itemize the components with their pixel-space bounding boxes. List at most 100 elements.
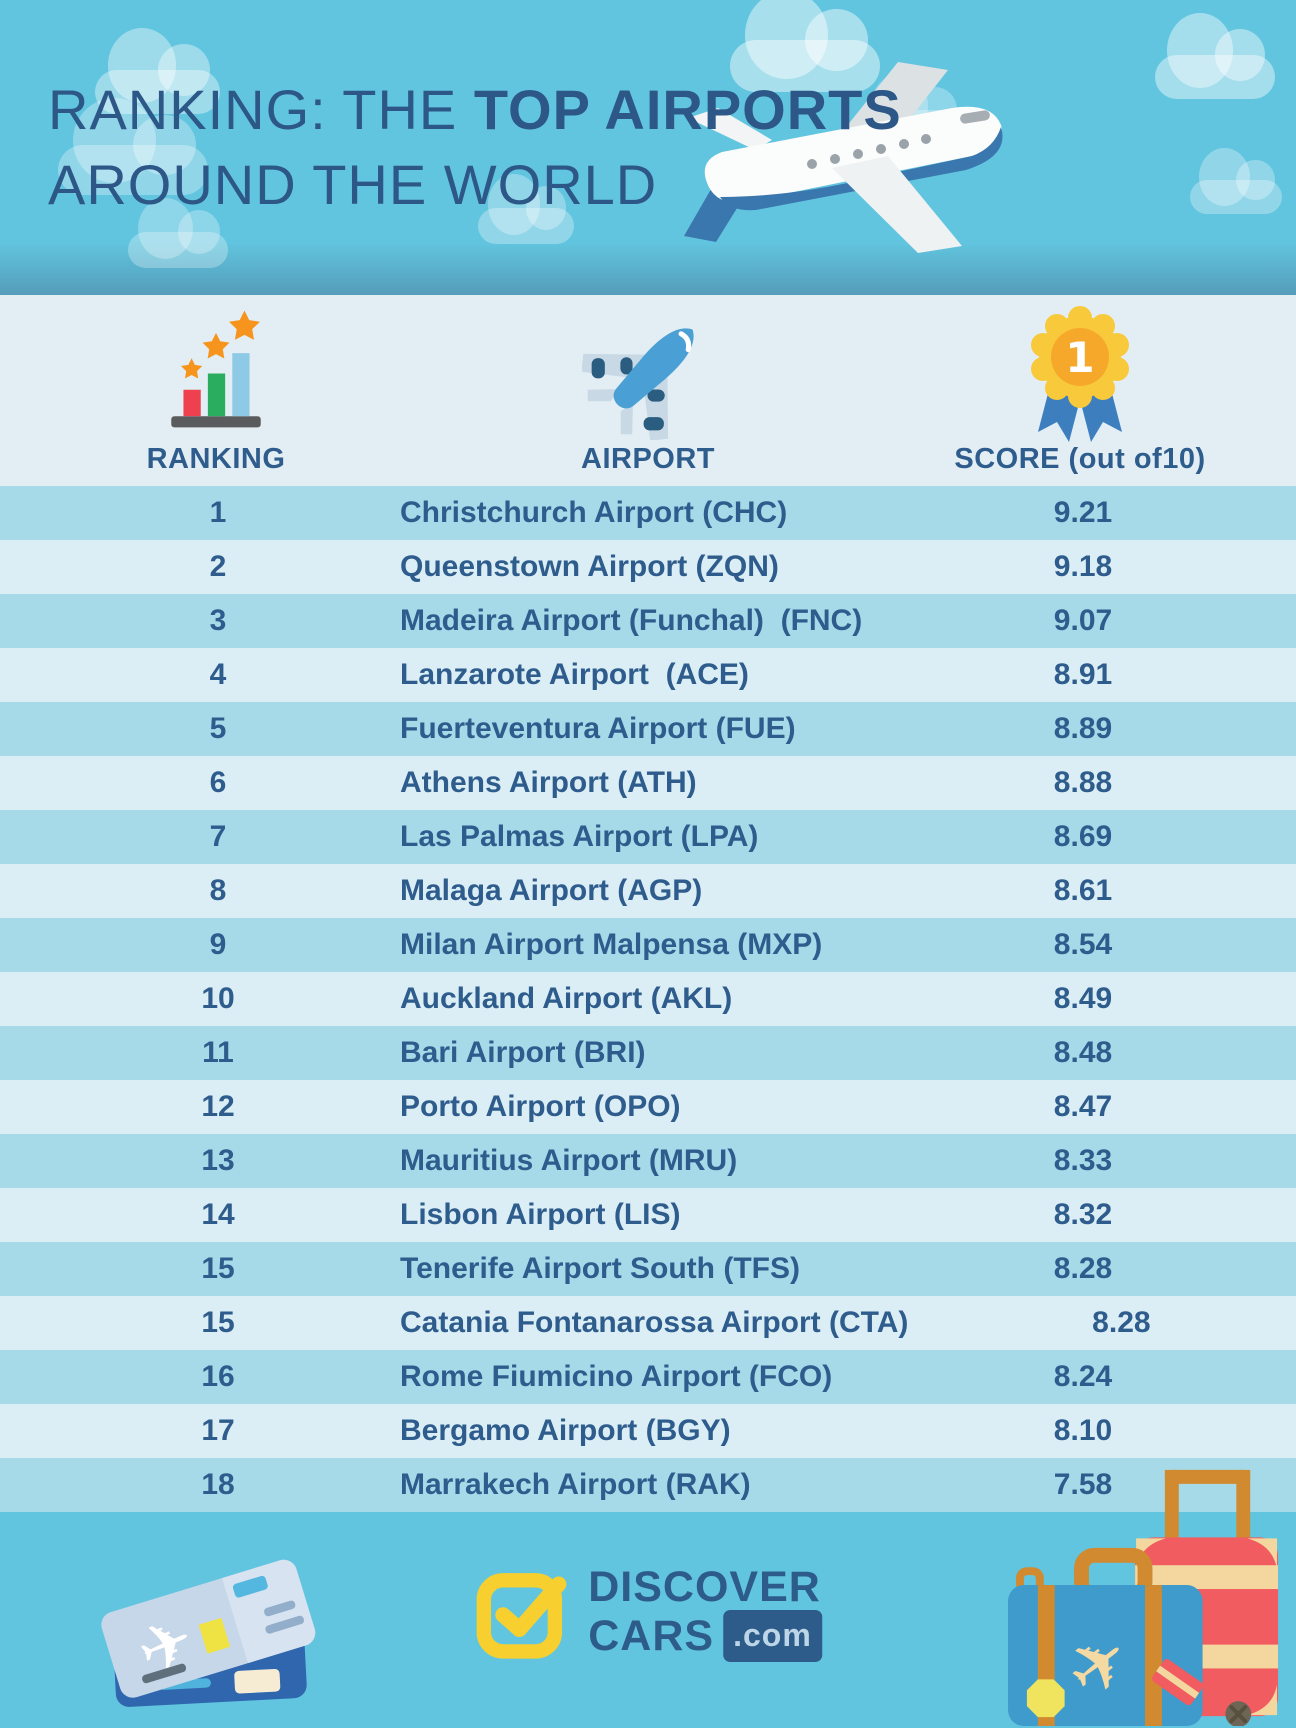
airport-cell: Tenerife Airport South (TFS) [400, 1252, 800, 1285]
score-cell: 8.91 [1053, 658, 1113, 691]
score-cell: 9.07 [1053, 604, 1113, 637]
score-cell: 8.61 [1053, 874, 1113, 907]
airport-cell: Las Palmas Airport (LPA) [400, 820, 759, 853]
rank-cell: 16 [201, 1360, 235, 1393]
checkmark-icon [476, 1573, 567, 1659]
table-column-headers: RANKING [0, 295, 1296, 486]
hero-header: RANKING: THE TOP AIRPORTS AROUND THE WOR… [0, 0, 1296, 295]
luggage-illustration: ✈ [1008, 1469, 1279, 1726]
table-row: 4 Lanzarote Airport (ACE) 8.91 [0, 648, 1296, 702]
rank-cell: 4 [209, 658, 227, 691]
airport-cell: Rome Fiumicino Airport (FCO) [400, 1360, 833, 1393]
column-header-score: 1 SCORE (out of10) [864, 305, 1296, 486]
rank-cell: 14 [201, 1198, 235, 1231]
table-row: 14 Lisbon Airport (LIS) 8.32 [0, 1188, 1296, 1242]
airport-cell: Athens Airport (ATH) [400, 766, 697, 799]
rank-cell: 1 [209, 496, 227, 529]
table-row: 5 Fuerteventura Airport (FUE) 8.89 [0, 702, 1296, 756]
brand-cars: CARS [588, 1612, 715, 1660]
score-cell: 8.88 [1053, 766, 1113, 799]
airport-cell: Bergamo Airport (BGY) [400, 1414, 731, 1447]
first-place-medal-icon: 1 [1019, 305, 1141, 443]
column-label-score: SCORE (out of10) [954, 443, 1206, 475]
rank-cell: 9 [209, 928, 227, 961]
airport-cell: Lisbon Airport (LIS) [400, 1198, 681, 1231]
cloud [730, 0, 880, 92]
table-row: 16 Rome Fiumicino Airport (FCO) 8.24 [0, 1350, 1296, 1404]
rank-cell: 11 [202, 1036, 234, 1069]
plane-tickets-illustration: ✈ [101, 1559, 316, 1707]
rank-cell: 12 [201, 1090, 235, 1123]
rank-cell: 10 [201, 982, 235, 1015]
cloud [58, 97, 208, 195]
score-cell: 8.24 [1053, 1360, 1113, 1393]
rank-cell: 13 [201, 1144, 235, 1177]
cloud [95, 28, 220, 114]
medal-number: 1 [1065, 333, 1094, 382]
table-row: 8 Malaga Airport (AGP) 8.61 [0, 864, 1296, 918]
rank-cell: 18 [201, 1468, 235, 1501]
airport-cell: Bari Airport (BRI) [400, 1036, 646, 1069]
page-title: RANKING: THE TOP AIRPORTS AROUND THE WOR… [48, 72, 902, 222]
rank-cell: 17 [201, 1414, 235, 1447]
score-cell: 8.49 [1053, 982, 1113, 1015]
brand-discover: DISCOVER [588, 1563, 821, 1611]
rank-cell: 6 [209, 766, 227, 799]
airport-cell: Catania Fontanarossa Airport (CTA) [400, 1306, 909, 1339]
table-row: 11 Bari Airport (BRI) 8.48 [0, 1026, 1296, 1080]
table-row: 13 Mauritius Airport (MRU) 8.33 [0, 1134, 1296, 1188]
airport-cell: Porto Airport (OPO) [400, 1090, 681, 1123]
table-row: 15 Tenerife Airport South (TFS) 8.28 [0, 1242, 1296, 1296]
table-row: 15 Catania Fontanarossa Airport (CTA) 8.28 [0, 1296, 1296, 1350]
title-regular: RANKING: THE [48, 78, 474, 141]
table-row: 1 Christchurch Airport (CHC) 9.21 [0, 486, 1296, 540]
rank-cell: 15 [201, 1306, 235, 1339]
rank-cell: 7 [209, 820, 227, 853]
score-cell: 8.48 [1053, 1036, 1113, 1069]
score-cell: 8.10 [1053, 1414, 1113, 1447]
table-row: 18 Marrakech Airport (RAK) 7.58 [0, 1458, 1296, 1512]
score-cell: 8.69 [1053, 820, 1113, 853]
score-cell: 8.28 [1092, 1306, 1151, 1339]
rank-cell: 8 [209, 874, 227, 907]
airport-cell: Christchurch Airport (CHC) [400, 496, 788, 529]
table-row: 2 Queenstown Airport (ZQN) 9.18 [0, 540, 1296, 594]
airport-cell: Mauritius Airport (MRU) [400, 1144, 738, 1177]
table-row: 3 Madeira Airport (Funchal) (FNC) 9.07 [0, 594, 1296, 648]
rank-cell: 5 [209, 712, 227, 745]
airport-cell: Malaga Airport (AGP) [400, 874, 703, 907]
cloud [1155, 13, 1275, 99]
airport-cell: Marrakech Airport (RAK) [400, 1468, 751, 1501]
score-cell: 8.32 [1053, 1198, 1113, 1231]
score-cell: 8.54 [1053, 928, 1113, 961]
airport-cell: Madeira Airport (Funchal) (FNC) [400, 604, 863, 637]
column-header-airport: AIRPORT [432, 305, 864, 486]
score-cell: 8.33 [1053, 1144, 1113, 1177]
rank-cell: 15 [201, 1252, 235, 1285]
airport-cell: Milan Airport Malpensa (MXP) [400, 928, 823, 961]
column-label-airport: AIRPORT [581, 443, 715, 475]
airport-cell: Fuerteventura Airport (FUE) [400, 712, 796, 745]
airport-cell: Auckland Airport (AKL) [400, 982, 733, 1015]
score-cell: 8.28 [1053, 1252, 1113, 1285]
cloud [478, 173, 574, 244]
cloud [128, 197, 228, 268]
table-rows: 1 Christchurch Airport (CHC) 9.21 2 Queensto… [0, 486, 1296, 1512]
column-label-ranking: RANKING [146, 443, 286, 475]
score-cell: 9.21 [1053, 496, 1113, 529]
rank-cell: 3 [209, 604, 227, 637]
table-row: 12 Porto Airport (OPO) 8.47 [0, 1080, 1296, 1134]
airport-cell: Lanzarote Airport (ACE) [400, 658, 749, 691]
podium-with-stars-icon [155, 305, 277, 443]
table-row: 17 Bergamo Airport (BGY) 8.10 [0, 1404, 1296, 1458]
score-cell: 8.47 [1053, 1090, 1113, 1123]
rank-cell: 2 [209, 550, 227, 583]
discovercars-logo: DISCOVER CARS .com [474, 1564, 822, 1662]
title-line2: AROUND THE WORLD [48, 153, 658, 216]
table-row: 6 Athens Airport (ATH) 8.88 [0, 756, 1296, 810]
brand-text: DISCOVER CARS .com [588, 1564, 822, 1662]
cloud [1190, 147, 1282, 214]
brand-dotcom-badge: .com [723, 1610, 822, 1662]
airplane-icon [582, 305, 714, 443]
